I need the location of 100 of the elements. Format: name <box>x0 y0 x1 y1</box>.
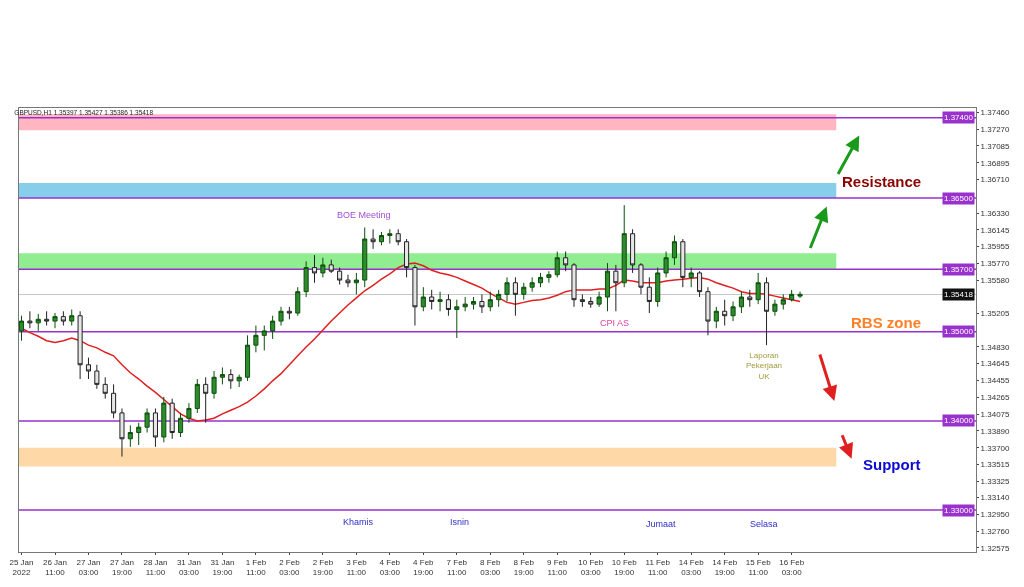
candlestick <box>797 291 803 299</box>
candlestick <box>604 262 611 312</box>
y-tick-label: 1.35955 <box>980 242 1011 252</box>
candlestick <box>663 251 669 278</box>
x-tick-label: 28 Jan 11:00 <box>143 557 168 577</box>
x-tick-label: 9 Feb 11:00 <box>547 557 569 577</box>
annotation: Laporan Pekerjaan UK <box>746 351 783 381</box>
x-tick-label: 14 Feb 03:00 <box>678 557 705 577</box>
x-tick-label: 27 Jan 19:00 <box>109 557 134 577</box>
candlestick <box>772 299 778 317</box>
candlestick <box>688 267 694 288</box>
y-tick-label: 1.32575 <box>980 543 1011 553</box>
x-tick-label: 14 Feb 19:00 <box>712 557 738 577</box>
candlestick <box>655 267 661 308</box>
x-tick-label: 25 Jan 2022 <box>9 557 34 577</box>
candlestick <box>454 299 460 339</box>
candlestick <box>713 306 719 329</box>
annotation: Selasa <box>750 519 778 529</box>
candlestick <box>60 310 66 327</box>
ref-line-label: 1.35418 <box>944 290 974 299</box>
candlestick <box>697 270 703 298</box>
y-tick-label: 1.34075 <box>980 410 1011 420</box>
y-tick-label: 1.32760 <box>980 527 1011 537</box>
candlestick <box>738 291 744 314</box>
candlestick <box>353 272 359 295</box>
candlestick <box>496 289 502 308</box>
x-tick-label: 31 Jan 19:00 <box>210 557 235 577</box>
candlestick <box>44 310 50 327</box>
candlestick <box>362 226 368 288</box>
x-tick-label: 4 Feb 19:00 <box>413 557 435 577</box>
candlestick <box>295 286 301 317</box>
candlestick <box>789 289 795 302</box>
candlestick <box>261 325 267 352</box>
candlestick <box>471 296 477 310</box>
y-tick-label: 1.35580 <box>980 275 1011 285</box>
y-tick-label: 1.37085 <box>980 141 1011 151</box>
candlestick <box>747 289 753 308</box>
text: Support <box>863 456 921 473</box>
candlestick <box>77 310 83 380</box>
candlestick <box>529 276 535 293</box>
y-tick-label: 1.36710 <box>980 175 1011 185</box>
x-tick-label: 27 Jan 03:00 <box>76 557 101 577</box>
candlestick <box>211 370 217 400</box>
candlestick <box>588 296 594 309</box>
y-tick-label: 1.34645 <box>980 359 1011 369</box>
candlestick <box>780 293 786 310</box>
candlestick <box>19 315 25 342</box>
candlestick <box>169 398 175 440</box>
candlestick <box>722 299 728 327</box>
x-tick-label: 1 Feb 11:00 <box>245 557 267 577</box>
candlestick <box>579 293 585 308</box>
candlestick <box>705 286 711 336</box>
ref-line-label: 1.37400 <box>944 113 974 122</box>
candlestick <box>127 424 133 448</box>
x-tick-label: 15 Feb 11:00 <box>745 557 772 577</box>
candlestick <box>194 378 200 414</box>
candlestick <box>646 276 652 314</box>
candlestick <box>420 286 426 312</box>
text: RBS zone <box>851 314 922 331</box>
candlestick <box>27 310 33 329</box>
candlestick <box>111 383 117 419</box>
y-tick-label: 1.33140 <box>980 493 1011 503</box>
candlestick <box>504 276 510 302</box>
x-tick-label: 8 Feb 19:00 <box>513 557 535 577</box>
candlestick <box>186 402 192 424</box>
candlestick <box>311 254 318 284</box>
ref-line-label: 1.33000 <box>944 506 974 515</box>
candlestick <box>378 231 385 246</box>
candlestick <box>546 270 552 284</box>
annotation: Isnin <box>450 517 470 527</box>
candlestick <box>763 276 770 346</box>
y-tick-label: 1.34830 <box>980 342 1011 352</box>
ref-line-label: 1.35000 <box>944 327 974 336</box>
candlestick <box>437 291 443 312</box>
candlestick <box>613 264 619 312</box>
candlestick <box>320 257 326 278</box>
y-tick-label: 1.36145 <box>980 225 1011 235</box>
annotation: Jumaat <box>646 519 677 529</box>
x-tick-label: 10 Feb 03:00 <box>578 557 604 577</box>
candlestick <box>537 272 544 288</box>
candlestick <box>69 308 75 327</box>
candlestick <box>161 396 167 443</box>
annotation: BOE Meeting <box>337 210 391 220</box>
y-tick-label: 1.33700 <box>980 443 1011 453</box>
y-tick-label: 1.35205 <box>980 309 1011 319</box>
candlestick <box>337 267 343 286</box>
ref-line-label: 1.36500 <box>944 194 974 203</box>
y-tick-label: 1.33325 <box>980 476 1011 486</box>
candlestick <box>370 228 376 250</box>
candlestick <box>270 315 276 340</box>
annotation: Khamis <box>343 517 374 527</box>
candlestick <box>596 291 602 308</box>
candlestick <box>328 259 334 274</box>
candlestick <box>630 228 636 274</box>
candlestick <box>286 306 292 320</box>
candlestick <box>136 422 142 446</box>
x-tick-label: 2 Feb 19:00 <box>312 557 334 577</box>
x-tick-label: 26 Jan 11:00 <box>42 557 68 577</box>
candlestick <box>404 238 410 278</box>
candlestick <box>730 300 736 322</box>
